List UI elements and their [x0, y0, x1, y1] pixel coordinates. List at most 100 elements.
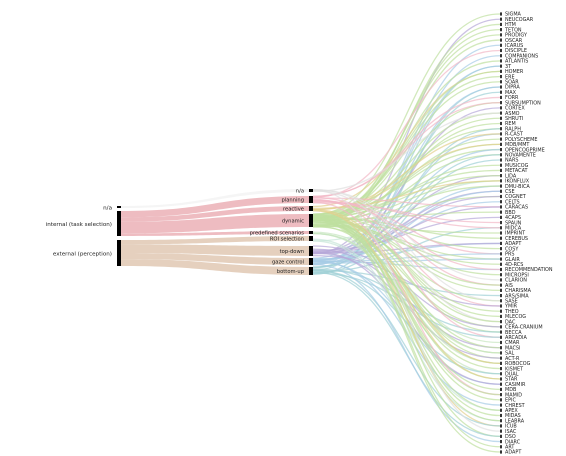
middle-node-bar-planning — [309, 196, 313, 203]
flow-bottom-up-to-3t — [312, 65, 501, 271]
architecture-label-opencogprime: OPENCOGPRIME — [505, 147, 545, 153]
middle-node-bar-n-a — [309, 189, 313, 192]
flow-reactive-to-icub — [312, 209, 501, 427]
architecture-node-bar — [500, 200, 502, 204]
architecture-node-bar — [500, 95, 502, 100]
flow-reactive-to-ikonflux — [312, 180, 501, 209]
architecture-node-bar — [500, 90, 502, 94]
flow-reactive-to-robocog — [312, 208, 501, 365]
architecture-label-casimir: CASIMIR — [505, 382, 526, 388]
architecture-node-bar — [500, 283, 502, 287]
architecture-label-oscar: OSCAR — [505, 38, 523, 44]
architecture-label-micropsi: MICROPSI — [505, 272, 529, 278]
left-node-bar-internal-task-selection — [117, 211, 121, 236]
left-node-label: external (perception) — [53, 251, 112, 257]
architecture-label-star: STAR — [505, 377, 518, 383]
flow-gaze-control-to-icarus — [312, 44, 501, 266]
architecture-node-bar — [500, 304, 502, 308]
architecture-node-bar — [500, 226, 502, 230]
architecture-node-bar — [500, 356, 502, 360]
architecture-label-musicog: MUSICOG — [505, 163, 529, 169]
flow-reactive-to-star — [312, 210, 501, 380]
architecture-label-cse: CSE — [505, 189, 515, 195]
architecture-label-novamente: NOVAMENTE — [505, 152, 536, 158]
architecture-label-recommendation: RECOMMENDATION — [505, 267, 553, 273]
architecture-label-forr: FORR — [505, 95, 519, 101]
architecture-label-sal: SAL — [505, 351, 515, 357]
middle-node-label: bottom-up — [277, 269, 305, 275]
architecture-label-chrest: CHREST — [505, 403, 525, 409]
architecture-label-cortex: CORTEX — [505, 106, 525, 112]
architecture-label-sigma: SIGMA — [505, 12, 522, 18]
architecture-label-max: MAX — [505, 90, 517, 96]
architecture-node-bar — [500, 210, 502, 214]
architecture-label-subsumption: SUBSUMPTION — [505, 100, 541, 106]
architecture-node-bar — [500, 241, 502, 246]
flow-gaze-control-to-dmu-bica — [312, 185, 501, 261]
architecture-label-ymir: YMIR — [504, 304, 518, 310]
architecture-label-macsi: MACSI — [505, 345, 520, 351]
left-node-column: n/a internal (task selection) external (pe… — [46, 205, 121, 266]
architecture-label-spaun: SPAUN — [505, 220, 522, 226]
flow-dynamic-to-becca — [312, 215, 501, 333]
architecture-node-bar — [500, 54, 502, 58]
middle-node-label: top-down — [280, 249, 304, 255]
architecture-node-bar — [500, 387, 502, 392]
architecture-node-bar — [500, 330, 502, 334]
flow-gaze-control-to-diarc — [312, 263, 501, 443]
flow-internal-task-selection-to-reactive — [121, 206, 309, 222]
architecture-node-bar — [500, 69, 502, 73]
architecture-node-bar — [500, 158, 502, 162]
middle-node-label: gaze control — [272, 260, 304, 266]
architecture-node-bar — [500, 429, 502, 433]
architecture-node-bar — [500, 48, 502, 53]
flow-dynamic-to-ere — [312, 75, 501, 216]
flow-dynamic-to-opencogprime — [312, 148, 501, 216]
architecture-label-adapt: ADAPT — [505, 241, 521, 247]
middle-node-label: ROI selection — [270, 237, 304, 243]
architecture-label-icub: ICUB — [505, 424, 517, 430]
architecture-node-bar — [500, 101, 502, 105]
architecture-node-bar — [500, 424, 502, 428]
architecture-node-bar — [500, 325, 502, 329]
architecture-node-bar — [500, 267, 502, 272]
architecture-node-bar — [500, 85, 502, 89]
architecture-label-prs: PRS — [505, 252, 514, 258]
architecture-node-bar — [500, 220, 502, 225]
architecture-node-bar — [500, 33, 502, 37]
middle-node-label: planning — [281, 198, 304, 204]
architecture-node-bar — [500, 215, 502, 219]
middle-node-label: dynamic — [282, 219, 304, 225]
architecture-label-metacat: METACAT — [505, 168, 528, 174]
middle-node-label: n/a — [296, 189, 304, 195]
architecture-node-bar — [500, 231, 502, 235]
flow-n-a-to-clarion — [312, 189, 501, 281]
flow-dynamic-to-sigma — [312, 13, 501, 216]
flow-dynamic-to-robocog — [312, 217, 501, 365]
architecture-label-rem: REM — [505, 121, 516, 127]
flow-n-a-to-dac — [312, 190, 501, 323]
architecture-node-bar — [500, 335, 502, 339]
architecture-node-bar — [500, 450, 502, 454]
architecture-label-midca: MIDCA — [505, 225, 522, 231]
flow-internal-task-selection-to-predefined-scenarios — [121, 231, 309, 236]
flow-planning-to-subsumption — [312, 101, 501, 197]
architecture-node-bar — [500, 194, 502, 199]
architecture-node-bar — [500, 346, 502, 350]
architecture-label-companions: COMPANIONS — [505, 53, 538, 59]
architecture-label-sase: SASE — [505, 298, 518, 304]
flow-dynamic-to-dso — [312, 213, 501, 438]
architecture-label-robocog: ROBOCOG — [505, 361, 531, 367]
architecture-label-dso: DSO — [505, 434, 516, 440]
middle-node-bar-predefined-scenarios — [309, 231, 313, 234]
architecture-label-dac: DAC — [505, 319, 516, 325]
architecture-label-mdb: MDB — [505, 387, 517, 393]
architecture-node-bar — [500, 132, 502, 136]
architecture-node-column: SIGMANEUCOGARHTMTETONPRODIGYOSCARICARUSD… — [500, 12, 553, 456]
architecture-label-leabra: LEABRA — [505, 418, 525, 424]
flow-bottom-up-to-nars — [312, 159, 501, 275]
architecture-label-caracas: CARACAS — [505, 205, 528, 211]
architecture-node-bar — [500, 153, 502, 157]
architecture-node-bar — [500, 116, 502, 120]
left-node-bar-n-a — [117, 206, 121, 208]
